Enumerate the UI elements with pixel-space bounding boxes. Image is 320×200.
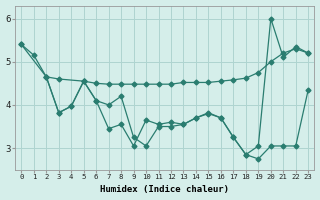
- X-axis label: Humidex (Indice chaleur): Humidex (Indice chaleur): [100, 185, 229, 194]
